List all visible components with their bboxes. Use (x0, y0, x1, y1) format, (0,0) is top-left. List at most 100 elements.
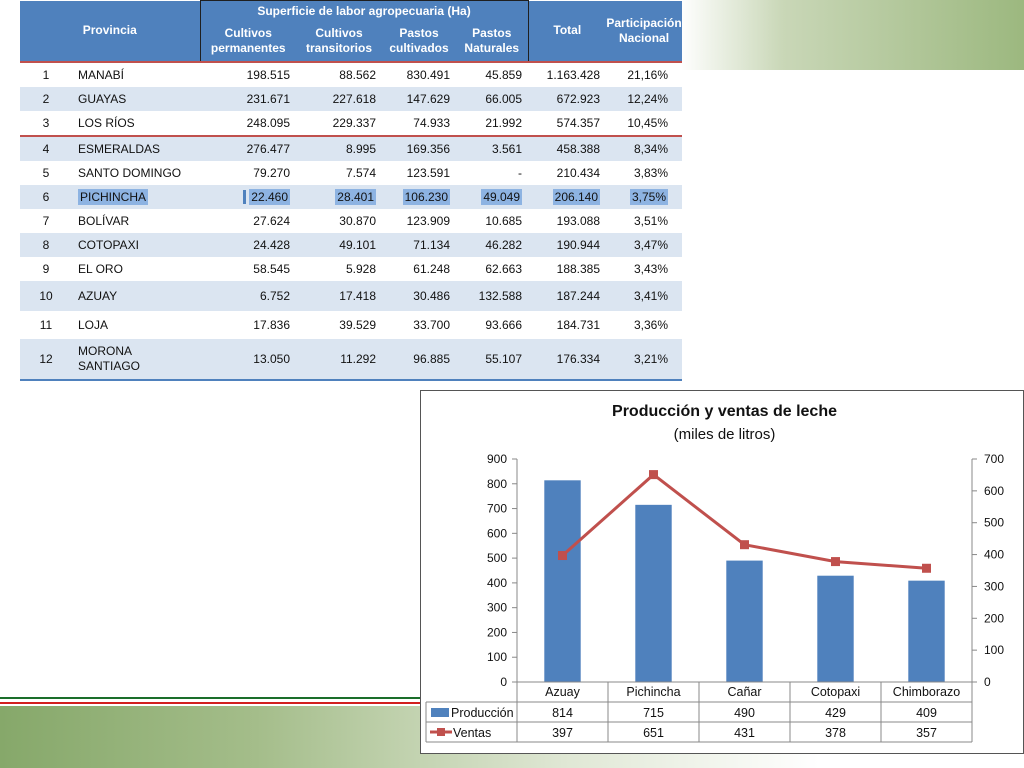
cell-pastos-naturales: 132.588 (456, 281, 529, 311)
table-row: 10 AZUAY 6.752 17.418 30.486 132.588 187… (20, 281, 683, 311)
right-axis-tick-label: 0 (984, 675, 991, 689)
cell-participacion: 3,75% (606, 185, 683, 209)
cell-pastos-naturales: 21.992 (456, 111, 529, 137)
cell-pastos-naturales: 49.049 (456, 185, 529, 209)
table-row-selected[interactable]: 6 PICHINCHA 22.460 28.401 106.230 49.049… (20, 185, 683, 209)
cell-transitorios: 17.418 (296, 281, 382, 311)
cell-pastos-cultivados: 169.356 (382, 136, 456, 161)
cell-total: 193.088 (528, 209, 607, 233)
agricultural-surface-table: Provincia Superficie de labor agropecuar… (20, 0, 683, 381)
cell-pastos-naturales: 62.663 (456, 257, 529, 281)
data-label-ventas: 397 (552, 726, 573, 740)
legend-key-produccion (431, 708, 449, 717)
row-province: COTOPAXI (72, 233, 200, 257)
selected-province-text: PICHINCHA (78, 189, 149, 205)
data-label-ventas: 431 (734, 726, 755, 740)
data-label-produccion: 409 (916, 706, 937, 720)
table-row: 12 MORONA SANTIAGO 13.050 11.292 96.885 … (20, 339, 683, 381)
cell-permanentes: 17.836 (200, 311, 296, 339)
bar-produccion (817, 575, 854, 682)
cell-pastos-cultivados: 106.230 (382, 185, 456, 209)
marker-ventas (922, 563, 931, 573)
row-index: 4 (20, 136, 72, 161)
left-axis-tick-label: 200 (487, 625, 507, 639)
flag-stripe-red (0, 702, 440, 704)
table-row: 11 LOJA 17.836 39.529 33.700 93.666 184.… (20, 311, 683, 339)
cell-transitorios: 30.870 (296, 209, 382, 233)
cell-pastos-naturales: - (456, 161, 529, 185)
text-cursor (242, 190, 246, 205)
cell-pastos-cultivados: 96.885 (382, 339, 456, 381)
selected-cell-text: 28.401 (335, 189, 376, 205)
category-label: Chimborazo (893, 685, 960, 699)
header-total: Total (528, 0, 607, 62)
bar-produccion (726, 560, 763, 682)
data-label-produccion: 715 (643, 706, 664, 720)
table-row: 1 MANABÍ 198.515 88.562 830.491 45.859 1… (20, 61, 683, 87)
row-index: 7 (20, 209, 72, 233)
row-province: LOJA (72, 311, 200, 339)
left-axis-tick-label: 900 (487, 452, 507, 466)
cell-transitorios: 229.337 (296, 111, 382, 137)
decorative-band-top (680, 0, 1024, 70)
cell-permanentes: 79.270 (200, 161, 296, 185)
category-label: Azuay (545, 685, 580, 699)
right-axis-tick-label: 600 (984, 484, 1004, 498)
cell-participacion: 3,47% (606, 233, 683, 257)
right-axis-tick-label: 400 (984, 548, 1004, 562)
category-label: Cotopaxi (811, 685, 860, 699)
row-province: BOLÍVAR (72, 209, 200, 233)
row-index: 11 (20, 311, 72, 339)
cell-transitorios: 11.292 (296, 339, 382, 381)
line-ventas (561, 472, 927, 570)
legend-marker-ventas (437, 728, 445, 736)
header-cultivos-transitorios: Cultivos transitorios (296, 21, 382, 63)
table-row: 3 LOS RÍOS 248.095 229.337 74.933 21.992… (20, 111, 683, 137)
header-participacion: Participación Nacional (606, 0, 683, 62)
left-axis-tick-label: 0 (500, 675, 507, 689)
row-province: AZUAY (72, 281, 200, 311)
left-axis-tick-label: 800 (487, 477, 507, 491)
row-index: 2 (20, 87, 72, 111)
cell-total: 1.163.428 (528, 61, 607, 87)
flag-stripe-white (0, 700, 440, 702)
milk-chart-panel: Producción y ventas de leche (miles de li… (420, 390, 1024, 754)
row-index: 9 (20, 257, 72, 281)
marker-ventas (831, 557, 840, 567)
cell-total: 206.140 (528, 185, 607, 209)
cell-participacion: 3,36% (606, 311, 683, 339)
cell-permanentes: 27.624 (200, 209, 296, 233)
cell-pastos-naturales: 46.282 (456, 233, 529, 257)
cell-total: 672.923 (528, 87, 607, 111)
chart-title: Producción y ventas de leche (612, 403, 837, 420)
cell-total: 574.357 (528, 111, 607, 137)
bar-produccion (635, 504, 672, 682)
cell-pastos-cultivados: 147.629 (382, 87, 456, 111)
row-province: GUAYAS (72, 87, 200, 111)
cell-pastos-naturales: 3.561 (456, 136, 529, 161)
cell-permanentes: 248.095 (200, 111, 296, 137)
cell-pastos-naturales: 45.859 (456, 61, 529, 87)
cell-pastos-cultivados: 61.248 (382, 257, 456, 281)
selected-cell-text: 3,75% (630, 189, 669, 205)
right-axis-tick-label: 100 (984, 643, 1004, 657)
left-axis-tick-label: 400 (487, 576, 507, 590)
cell-participacion: 3,41% (606, 281, 683, 311)
row-province: MANABÍ (72, 61, 200, 87)
cell-pastos-cultivados: 30.486 (382, 281, 456, 311)
right-axis-tick-label: 200 (984, 611, 1004, 625)
cell-pastos-naturales: 10.685 (456, 209, 529, 233)
data-label-produccion: 490 (734, 706, 755, 720)
cell-participacion: 3,43% (606, 257, 683, 281)
category-label: Pichincha (626, 685, 680, 699)
cell-permanentes: 13.050 (200, 339, 296, 381)
chart-subtitle: (miles de litros) (674, 426, 776, 443)
table-row: 4 ESMERALDAS 276.477 8.995 169.356 3.561… (20, 136, 683, 161)
row-index: 10 (20, 281, 72, 311)
cell-transitorios: 7.574 (296, 161, 382, 185)
cell-transitorios: 5.928 (296, 257, 382, 281)
cell-pastos-cultivados: 123.909 (382, 209, 456, 233)
data-label-ventas: 378 (825, 726, 846, 740)
row-province: SANTO DOMINGO (72, 161, 200, 185)
left-axis-tick-label: 600 (487, 526, 507, 540)
